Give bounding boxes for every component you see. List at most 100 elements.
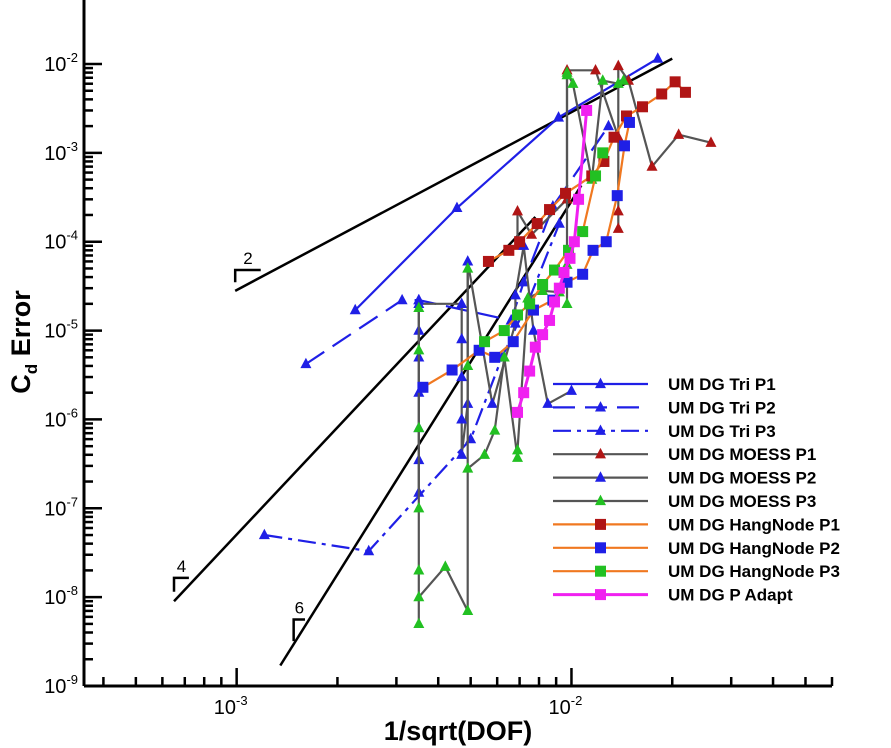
- legend-marker: [595, 565, 606, 577]
- data-point: [646, 160, 658, 171]
- data-point: [544, 204, 556, 216]
- data-point: [479, 336, 491, 348]
- data-point: [581, 104, 593, 116]
- data-point: [527, 304, 539, 316]
- slope-line-order-6: [279, 184, 583, 667]
- legend-marker: [595, 424, 606, 435]
- slope-triangle-order-4: [172, 576, 189, 592]
- data-point: [549, 296, 561, 308]
- data-point: [617, 74, 629, 85]
- data-point: [573, 193, 585, 205]
- series-um-dg-tri-p1: [349, 52, 664, 315]
- y-tick-label: 10-5: [44, 317, 78, 343]
- legend-entry: UM DG HangNode P2: [553, 539, 840, 558]
- data-point: [577, 226, 589, 238]
- legend-marker: [595, 377, 606, 389]
- data-point: [561, 276, 573, 288]
- x-axis-title: 1/sqrt(DOF): [384, 716, 533, 746]
- data-series: [258, 52, 717, 629]
- data-point: [479, 448, 491, 459]
- data-point: [531, 218, 543, 230]
- data-point: [456, 448, 468, 459]
- data-point: [482, 255, 494, 267]
- series-line: [264, 223, 561, 553]
- legend-label: UM DG MOESS P1: [668, 445, 816, 464]
- data-point: [413, 617, 425, 629]
- y-tick-label: 10-6: [44, 405, 78, 431]
- data-point: [456, 332, 468, 344]
- data-point: [462, 359, 474, 371]
- legend-label: UM DG P Adapt: [668, 586, 793, 605]
- data-point: [462, 604, 474, 616]
- data-point: [598, 155, 610, 167]
- data-point: [446, 364, 458, 376]
- legend-entry: UM DG P Adapt: [553, 586, 793, 605]
- data-point: [673, 128, 685, 139]
- data-point: [509, 288, 521, 300]
- data-point: [544, 314, 556, 326]
- data-point: [612, 59, 624, 71]
- data-point: [590, 170, 602, 182]
- legend-entry: UM DG MOESS P2: [553, 469, 816, 488]
- data-point: [597, 147, 609, 159]
- legend-entry: UM DG Tri P1: [553, 375, 776, 394]
- data-point: [537, 278, 549, 290]
- data-point: [587, 244, 599, 256]
- legend-label: UM DG HangNode P1: [668, 515, 840, 534]
- data-point: [413, 590, 425, 602]
- data-point: [618, 140, 630, 152]
- data-point: [413, 501, 425, 513]
- data-point: [527, 324, 539, 335]
- slope-label-order-2: 2: [243, 249, 252, 268]
- data-point: [518, 275, 530, 287]
- data-point: [524, 365, 536, 377]
- slope-line-order-2: [234, 57, 673, 292]
- y-axis-title: Cd Error: [6, 290, 41, 394]
- data-point: [612, 222, 624, 233]
- data-point: [456, 297, 468, 308]
- axes: 10-3 10-2 10-9 10-8 10-7 10-6 10-5 10-4 10-3 10-2: [44, 0, 834, 719]
- slope-line-order-4: [173, 216, 537, 603]
- legend-label: UM DG HangNode P3: [668, 562, 840, 581]
- data-point: [473, 344, 485, 356]
- data-point: [512, 406, 524, 418]
- legend-entry: UM DG MOESS P1: [553, 445, 816, 464]
- data-point: [612, 204, 624, 216]
- data-point: [417, 381, 429, 393]
- y-tick-label: 10-7: [44, 494, 78, 520]
- data-point: [549, 264, 561, 276]
- data-point: [679, 86, 691, 98]
- data-point: [564, 252, 576, 264]
- data-point: [258, 528, 270, 540]
- data-point: [568, 236, 580, 248]
- data-point: [563, 244, 575, 256]
- y-axis-title-text: Cd Error: [6, 290, 41, 394]
- legend-entry: UM DG MOESS P3: [553, 492, 816, 511]
- data-point: [656, 88, 668, 100]
- data-point: [349, 303, 361, 315]
- slope-label-order-4: 4: [177, 557, 186, 576]
- data-point: [512, 443, 524, 455]
- data-point: [611, 190, 623, 202]
- y-tick-label: 10-8: [44, 583, 78, 609]
- data-point: [608, 131, 620, 143]
- data-point: [669, 76, 681, 88]
- y-tick-label: 10-4: [44, 228, 78, 254]
- data-point: [396, 293, 408, 305]
- x-tick-label: 10-3: [214, 693, 248, 719]
- legend-label: UM DG HangNode P2: [668, 539, 840, 558]
- legend-label: UM DG MOESS P2: [668, 469, 816, 488]
- data-point: [537, 329, 549, 341]
- data-point: [561, 297, 573, 308]
- legend-entry: UM DG HangNode P1: [553, 515, 840, 534]
- y-tick-label: 10-3: [44, 139, 78, 165]
- data-point: [542, 397, 554, 408]
- data-point: [462, 255, 474, 266]
- data-point: [498, 325, 510, 337]
- data-point: [512, 451, 524, 462]
- data-point: [512, 309, 524, 321]
- data-point: [553, 217, 565, 228]
- series-line: [483, 152, 604, 343]
- data-point: [462, 462, 474, 473]
- data-point: [612, 77, 624, 88]
